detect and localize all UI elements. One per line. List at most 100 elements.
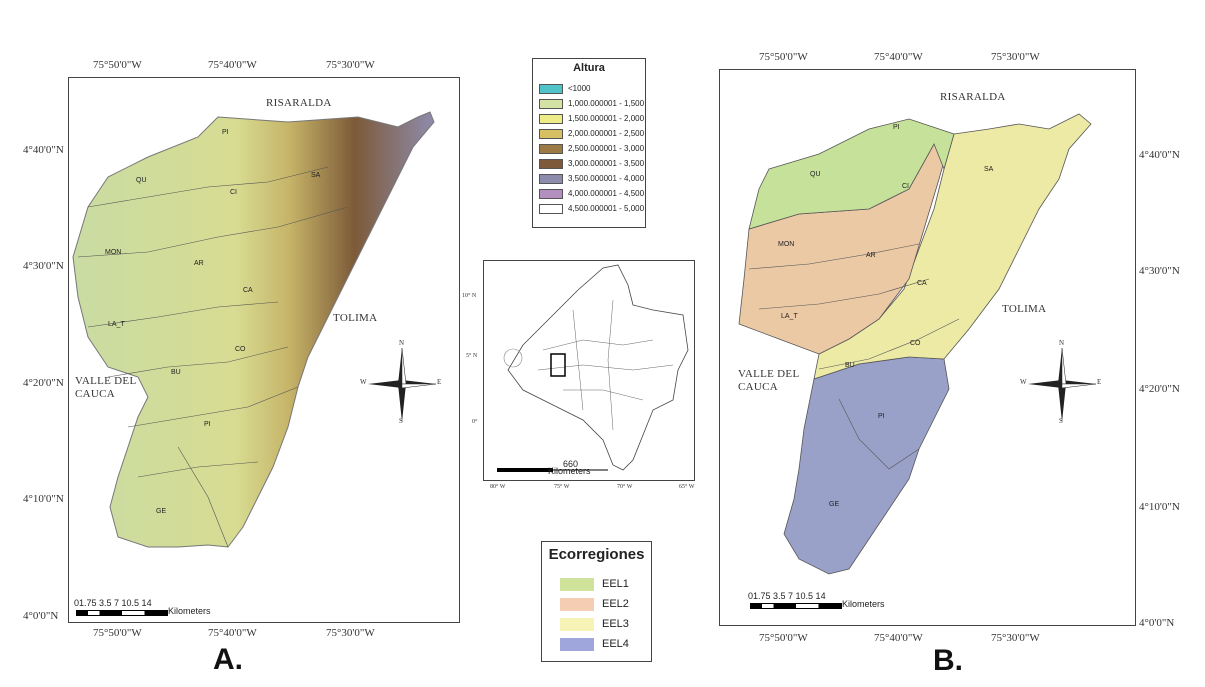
altura-label: 2,500.000001 - 3,000 [568, 144, 645, 153]
altura-swatch [539, 188, 563, 199]
map-a-bottom-lon-3: 75°30'0"W [326, 627, 375, 639]
inset-lat-5n: 5° N [466, 353, 478, 359]
map-b-terrain [738, 113, 1092, 575]
eco-legend-entry: EEL3 [560, 617, 629, 631]
inset-lon-75w: 75° W [554, 484, 570, 490]
altura-swatch [539, 83, 563, 94]
map-b-right-lat-2: 4°30'0"N [1139, 265, 1180, 277]
map-b-region-valle-1: VALLE DEL [738, 368, 800, 380]
map-b-zone-ar: AR [866, 252, 876, 259]
map-a-zone-ar: AR [194, 260, 204, 267]
inset-compass-rose [503, 348, 523, 368]
map-b-bottom-lon-1: 75°50'0"W [759, 632, 808, 644]
altura-swatch [539, 98, 563, 109]
map-a-scale-numbers: 01.75 3.5 7 10.5 14 [74, 598, 152, 608]
inset-lon-70w: 70° W [617, 484, 633, 490]
map-a-zone-la-t: LA_T [108, 321, 125, 328]
panel-b-label: B. [933, 644, 963, 677]
eco-label: EEL2 [602, 598, 629, 610]
altura-swatch [539, 113, 563, 124]
map-a-bottom-lon-1: 75°50'0"W [93, 627, 142, 639]
map-a-zone-pi-south: PI [204, 421, 211, 428]
map-a-region-valle-1: VALLE DEL [75, 375, 137, 387]
eco-swatch [560, 597, 594, 611]
eel1-zone [748, 118, 955, 230]
altura-label: 4,500.000001 - 5,000 [568, 204, 645, 213]
compass-a-w: W [360, 378, 367, 386]
map-a-zone-pi-north: PI [222, 129, 229, 136]
map-a-zone-sa: SA [311, 172, 321, 179]
map-b-zone-ge: GE [829, 501, 840, 508]
map-a-left-lat-5: 4°0'0"N [23, 610, 59, 622]
altura-legend: Altura <1000 1,000.000001 - 1,500 1,500.… [532, 58, 646, 228]
map-b-right-lat-5: 4°0'0"N [1139, 617, 1175, 629]
compass-b-w: W [1020, 378, 1027, 386]
eco-swatch [560, 637, 594, 651]
map-b-top-lon-2: 75°40'0"W [874, 51, 923, 63]
map-a-zone-bu: BU [171, 369, 181, 376]
map-b-scale-numbers: 01.75 3.5 7 10.5 14 [748, 591, 826, 601]
eco-swatch [560, 577, 594, 591]
inset-map-frame [483, 260, 695, 481]
map-b-top-lon-3: 75°30'0"W [991, 51, 1040, 63]
altura-swatch [539, 158, 563, 169]
map-a-region-risaralda: RISARALDA [266, 97, 332, 109]
map-b-zone-bu: BU [845, 362, 855, 369]
map-b-right-lat-3: 4°20'0"N [1139, 383, 1180, 395]
map-b-top-lon-1: 75°50'0"W [759, 51, 808, 63]
compass-b-n: N [1059, 339, 1065, 347]
map-a-zone-ca: CA [243, 287, 253, 294]
altura-legend-entry: 1,500.000001 - 2,000 [539, 113, 644, 124]
inset-lon-65w: 65° W [679, 484, 695, 490]
altura-legend-entry: <1000 [539, 83, 590, 94]
map-a-scale-unit: Kilometers [168, 606, 211, 616]
inset-lon-80w: 80° W [490, 484, 506, 490]
map-b-scale-bar [750, 603, 842, 609]
compass-a-icon [368, 347, 437, 422]
map-b-bottom-lon-3: 75°30'0"W [991, 632, 1040, 644]
inset-scale-unit: Kilometers [548, 466, 591, 476]
map-a-top-lon-1: 75°50'0"W [93, 59, 142, 71]
map-a-region-valle-2: CAUCA [75, 388, 116, 400]
map-b-region-valle-2: CAUCA [738, 381, 779, 393]
map-b-right-lat-1: 4°40'0"N [1139, 149, 1180, 161]
map-b-region-risaralda: RISARALDA [940, 91, 1006, 103]
altura-label: 4,000.000001 - 4,500 [568, 189, 645, 198]
compass-b-icon [1028, 347, 1097, 422]
inset-scale-value: 660 [563, 459, 579, 469]
map-b-right-lat-4: 4°10'0"N [1139, 501, 1180, 513]
inset-lat-0: 0° [472, 419, 478, 425]
altura-swatch [539, 203, 563, 214]
map-a-zone-ci: CI [230, 189, 237, 196]
altura-swatch [539, 173, 563, 184]
map-a-left-lat-4: 4°10'0"N [23, 493, 64, 505]
altura-label: 2,000.000001 - 2,500 [568, 129, 645, 138]
map-b-zone-pi-north: PI [893, 124, 900, 131]
map-b-zone-mon: MON [778, 241, 795, 248]
compass-a-e: E [437, 378, 442, 386]
map-a-terrain [72, 111, 435, 548]
watershed-a-shape [72, 111, 435, 548]
map-a-zone-co: CO [235, 346, 246, 353]
map-a-bottom-lon-2: 75°40'0"W [208, 627, 257, 639]
altura-label: 3,500.000001 - 4,000 [568, 174, 645, 183]
map-b-zone-la-t: LA_T [781, 313, 798, 320]
eco-legend-entry: EEL4 [560, 637, 629, 651]
map-a-zone-ge: GE [156, 508, 167, 515]
eco-label: EEL3 [602, 618, 629, 630]
map-b-scale-unit: Kilometers [842, 599, 885, 609]
map-a-left-lat-1: 4°40'0"N [23, 144, 64, 156]
eel4-zone [783, 356, 950, 575]
altura-legend-entry: 4,500.000001 - 5,000 [539, 203, 644, 214]
map-a-zone-qu: QU [136, 177, 147, 184]
map-a-zone-mon: MON [105, 249, 122, 256]
panel-a-label: A. [213, 643, 243, 676]
eco-label: EEL1 [602, 578, 629, 590]
compass-b-e: E [1097, 378, 1102, 386]
map-b-zone-qu: QU [810, 171, 821, 178]
altura-label: <1000 [568, 84, 591, 93]
map-b-region-tolima: TOLIMA [1002, 303, 1047, 315]
altura-legend-entry: 4,000.000001 - 4,500 [539, 188, 644, 199]
map-b-bottom-lon-2: 75°40'0"W [874, 632, 923, 644]
altura-label: 1,500.000001 - 2,000 [568, 114, 645, 123]
